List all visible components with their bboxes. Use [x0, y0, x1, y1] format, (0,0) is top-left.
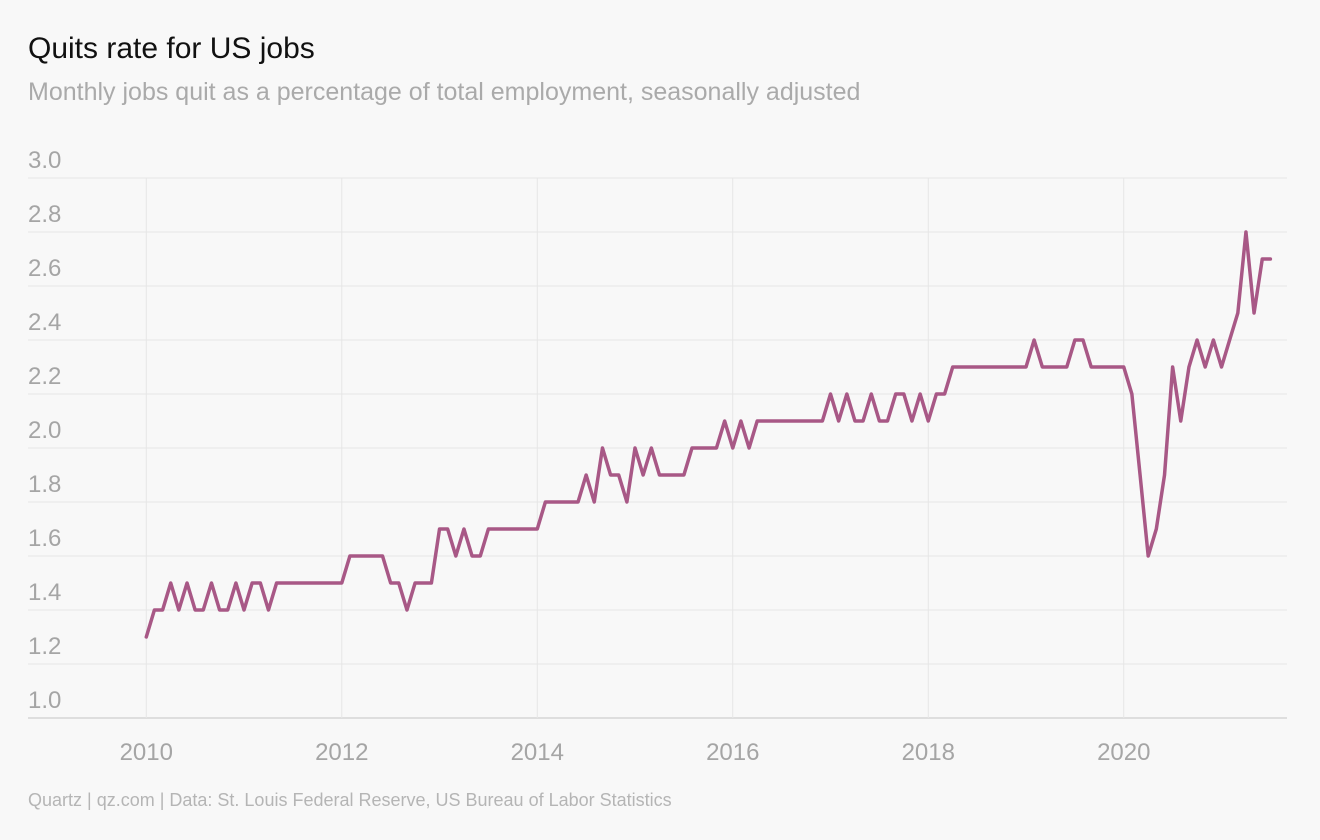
x-tick-label: 2010 [120, 739, 173, 766]
source-note: Quartz | qz.com | Data: St. Louis Federa… [28, 790, 672, 810]
y-tick-label: 2.4 [28, 309, 61, 336]
y-tick-label: 1.6 [28, 525, 61, 552]
x-tick-label: 2012 [315, 739, 368, 766]
chart-title: Quits rate for US jobs [28, 32, 315, 65]
y-tick-label: 1.2 [28, 633, 61, 660]
x-tick-label: 2018 [902, 739, 955, 766]
y-tick-label: 2.0 [28, 417, 61, 444]
x-tick-label: 2014 [511, 739, 564, 766]
y-tick-label: 2.8 [28, 201, 61, 228]
chart-subtitle: Monthly jobs quit as a percentage of tot… [28, 78, 860, 106]
y-tick-label: 1.4 [28, 579, 61, 606]
x-tick-label: 2016 [706, 739, 759, 766]
y-tick-label: 2.2 [28, 363, 61, 390]
y-tick-label: 1.8 [28, 471, 61, 498]
y-tick-label: 3.0 [28, 147, 61, 174]
y-tick-label: 1.0 [28, 687, 61, 714]
data-line [144, 230, 1273, 639]
y-tick-label: 2.6 [28, 255, 61, 282]
x-tick-label: 2020 [1097, 739, 1150, 766]
